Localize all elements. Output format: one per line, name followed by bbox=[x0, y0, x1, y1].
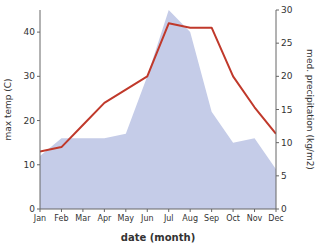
x-axis-label: date (month) bbox=[121, 232, 195, 243]
y-tick bbox=[37, 76, 40, 77]
marks bbox=[40, 10, 276, 209]
y2-tick bbox=[276, 43, 279, 44]
chart: 0 10 20 30 40 0 5 10 15 20 25 30 Jan Feb Mar Apr May Jun J… bbox=[0, 0, 318, 247]
y-tick bbox=[37, 164, 40, 165]
x-tick-label: Sep bbox=[204, 214, 219, 223]
y2-tick bbox=[276, 10, 279, 11]
x-tick-label: Feb bbox=[54, 214, 68, 223]
x-tick-label: Jun bbox=[140, 214, 154, 223]
x-tick bbox=[104, 209, 105, 212]
y-tick-label: 30 bbox=[24, 71, 36, 81]
x-axis-line bbox=[40, 209, 276, 210]
x-tick-label: Nov bbox=[247, 214, 263, 223]
x-tick bbox=[276, 209, 277, 212]
x-tick bbox=[40, 209, 41, 212]
y2-tick bbox=[276, 175, 279, 176]
y-tick-label: 40 bbox=[24, 27, 36, 37]
y2-tick bbox=[276, 76, 279, 77]
x-tick bbox=[61, 209, 62, 212]
y-axis-label: max temp (C) bbox=[3, 78, 13, 140]
area bbox=[40, 10, 276, 209]
x-tick bbox=[147, 209, 148, 212]
y-axis-line bbox=[40, 10, 41, 209]
y2-tick-label: 5 bbox=[281, 171, 287, 181]
x-tick bbox=[82, 209, 83, 212]
x-tick bbox=[211, 209, 212, 212]
x-tick bbox=[190, 209, 191, 212]
line bbox=[40, 23, 276, 151]
y2-tick-label: 20 bbox=[281, 71, 293, 81]
x-tick-label: Jan bbox=[33, 214, 46, 223]
y2-tick-label: 15 bbox=[281, 105, 292, 115]
x-tick bbox=[125, 209, 126, 212]
y2-tick-label: 30 bbox=[281, 5, 293, 15]
x-tick-label: Apr bbox=[97, 214, 112, 223]
y-tick-label: 10 bbox=[24, 160, 36, 170]
x-tick-label: Dec bbox=[268, 214, 283, 223]
y-tick bbox=[37, 32, 40, 33]
y2-tick-label: 0 bbox=[281, 204, 287, 214]
x-tick-label: Oct bbox=[226, 214, 240, 223]
axes: 0 10 20 30 40 0 5 10 15 20 25 30 Jan Feb Mar Apr May Jun J… bbox=[3, 5, 315, 243]
y2-tick-label: 25 bbox=[281, 38, 292, 48]
x-tick bbox=[233, 209, 234, 212]
y-tick bbox=[37, 120, 40, 121]
y-tick-label: 0 bbox=[29, 204, 35, 214]
x-tick-label: Mar bbox=[75, 214, 91, 223]
y-tick-label: 20 bbox=[24, 116, 36, 126]
y2-tick-label: 10 bbox=[281, 138, 293, 148]
x-tick-label: Jul bbox=[163, 214, 174, 223]
x-tick bbox=[254, 209, 255, 212]
x-tick-label: May bbox=[118, 214, 135, 223]
y2-axis-label: med. precipitation (kg/m2) bbox=[305, 49, 315, 170]
x-tick bbox=[168, 209, 169, 212]
y2-tick bbox=[276, 109, 279, 110]
x-tick-label: Aug bbox=[182, 214, 198, 223]
y2-tick bbox=[276, 142, 279, 143]
